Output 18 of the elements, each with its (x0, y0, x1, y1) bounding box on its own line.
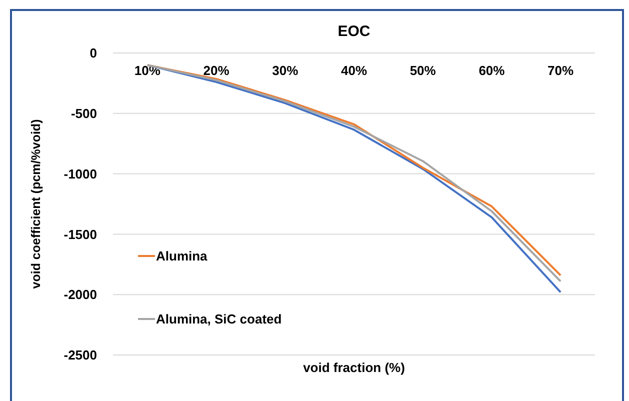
x-tick-label: 20% (203, 63, 230, 78)
y-tick-label: -1000 (64, 166, 97, 182)
x-tick-label: 50% (410, 63, 436, 78)
x-axis-title: void fraction (%) (303, 360, 405, 375)
legend-label: Alumina (156, 248, 208, 264)
y-tick-label: 0 (90, 46, 97, 61)
x-tick-label: 70% (548, 63, 574, 78)
y-tick-label: -1500 (64, 226, 97, 242)
y-axis-title: void coefficient (pcm/%void) (29, 119, 43, 289)
y-tick-label: -2500 (64, 348, 97, 363)
x-tick-label: 30% (272, 63, 299, 78)
x-tick-label: 40% (340, 63, 368, 78)
legend-label: Alumina, SiC coated (156, 312, 282, 327)
chart-title: EOC (338, 23, 370, 40)
x-tick-label: 60% (478, 63, 506, 78)
y-tick-label: -500 (70, 106, 97, 121)
x-tick-label: 10% (134, 63, 161, 78)
y-tick-label: -2000 (64, 287, 97, 302)
